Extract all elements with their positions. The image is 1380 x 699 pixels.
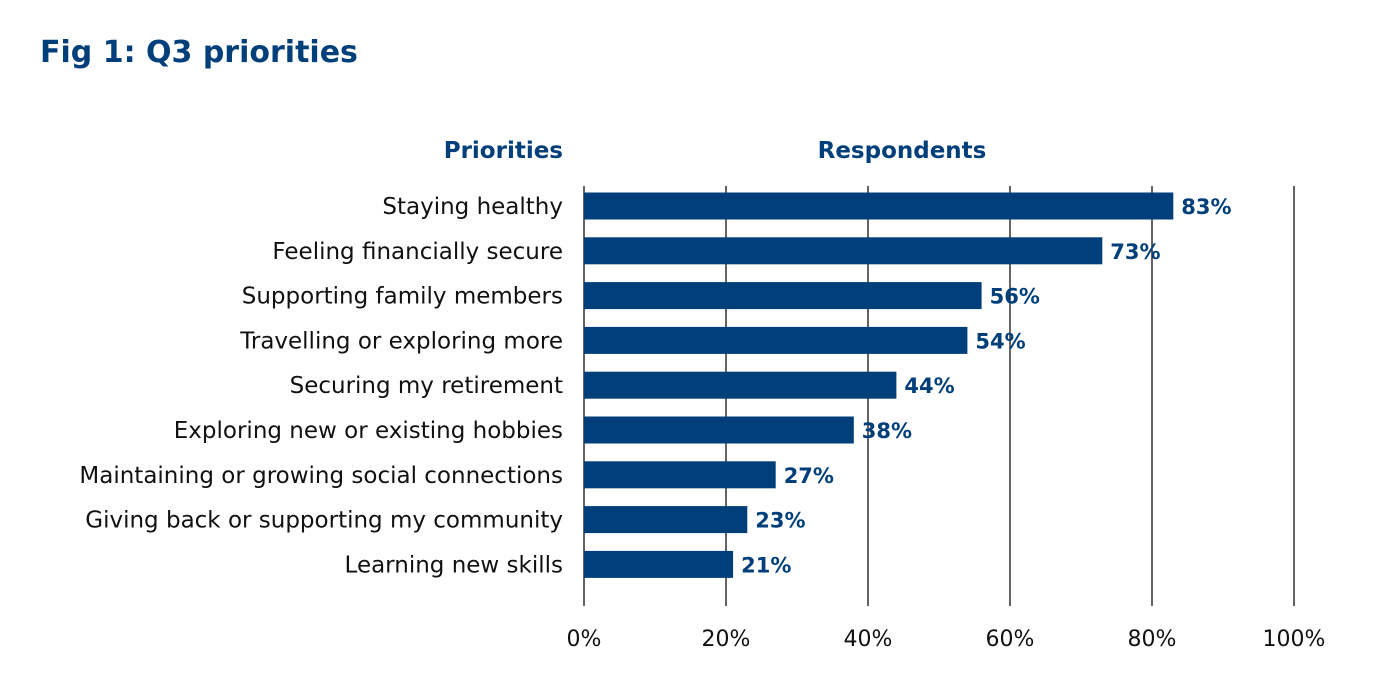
category-label: Staying healthy [382, 194, 563, 220]
value-label: 38% [862, 419, 912, 443]
x-tick-label: 100% [1263, 627, 1326, 652]
x-tick-label: 0% [567, 627, 602, 652]
bar [584, 550, 734, 578]
value-label: 54% [975, 329, 1025, 353]
bar [584, 416, 854, 444]
x-tick-label: 40% [844, 627, 893, 652]
value-label: 27% [784, 464, 834, 488]
x-tick-label: 60% [986, 627, 1035, 652]
category-label: Securing my retirement [290, 373, 563, 399]
category-labels: Staying healthy Feeling financially secur… [79, 194, 563, 578]
category-label: Maintaining or growing social connection… [79, 463, 563, 489]
x-tick-label: 20% [702, 627, 751, 652]
category-label: Exploring new or existing hobbies [174, 418, 563, 444]
value-label: 44% [904, 374, 954, 398]
category-label: Feeling financially secure [272, 239, 563, 265]
value-axis-header: Respondents [818, 138, 987, 164]
bar [584, 192, 1174, 220]
bar [584, 237, 1103, 265]
value-label: 23% [755, 509, 805, 533]
x-tick-labels: 0% 20% 40% 60% 80% 100% [567, 627, 1326, 652]
category-label: Giving back or supporting my community [85, 508, 563, 534]
category-label: Learning new skills [345, 552, 563, 578]
category-label: Supporting family members [242, 284, 563, 310]
category-axis-header: Priorities [444, 138, 563, 164]
bar [584, 326, 968, 354]
bar [584, 506, 748, 534]
category-label: Travelling or exploring more [239, 328, 563, 354]
chart-title: Fig 1: Q3 priorities [40, 35, 358, 70]
value-label: 56% [990, 285, 1040, 309]
bar [584, 371, 897, 399]
value-labels: 83% 73% 56% 54% 44% 38% 27% 23% 21% [741, 195, 1231, 577]
bar [584, 461, 776, 489]
value-label: 83% [1181, 195, 1231, 219]
bars [584, 192, 1174, 578]
value-label: 73% [1110, 240, 1160, 264]
bar [584, 282, 982, 310]
x-tick-label: 80% [1128, 627, 1177, 652]
value-label: 21% [741, 553, 791, 577]
